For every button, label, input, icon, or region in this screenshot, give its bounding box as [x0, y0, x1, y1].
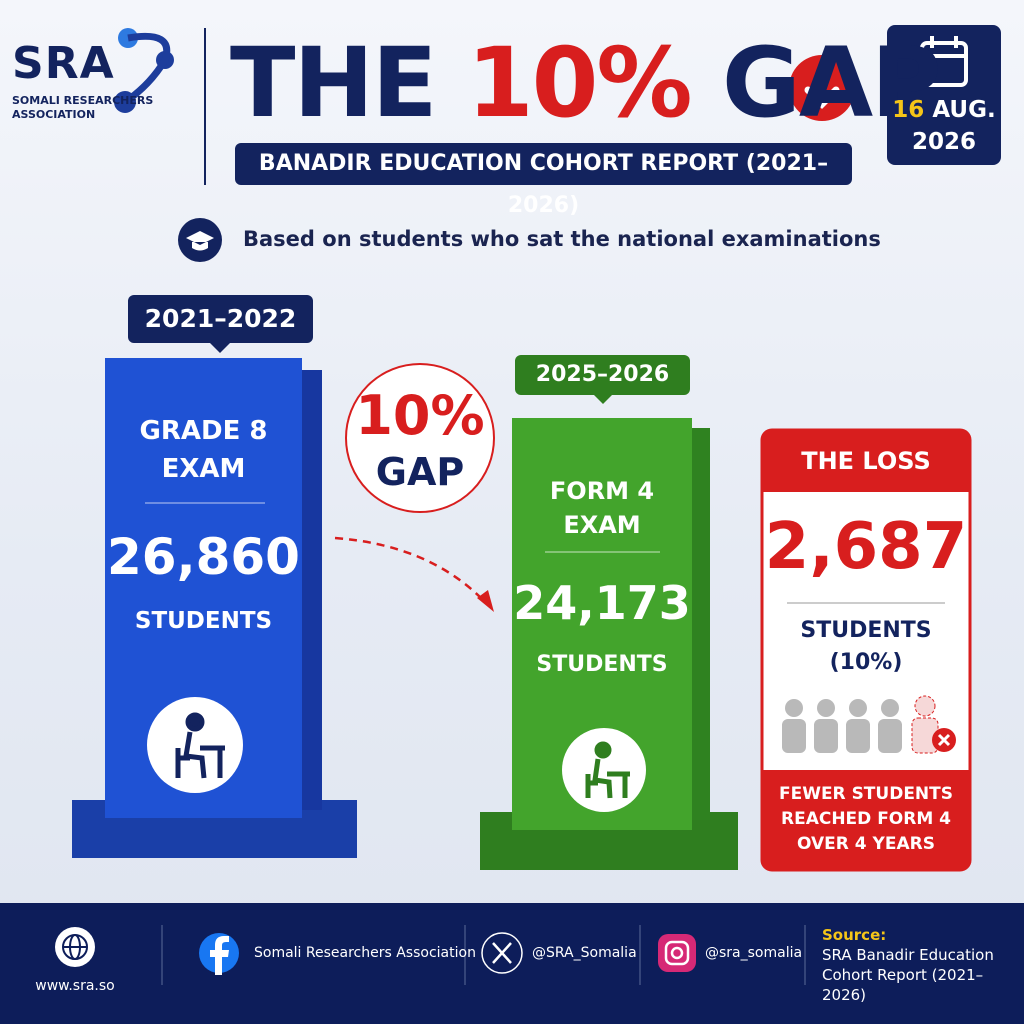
student-count: 24,173 — [513, 576, 691, 630]
date-box — [887, 25, 1001, 165]
date-day: 16 — [892, 97, 925, 123]
arrow-head — [477, 590, 494, 612]
title-highlight: 10% — [466, 27, 693, 139]
loss-caption: FEWER STUDENTS REACHED FORM 4 OVER 4 YEA… — [762, 782, 970, 857]
note: Based on students who sat the national e… — [243, 227, 881, 251]
source-label: Source: — [822, 926, 887, 944]
exam-line: FORM 4 — [549, 477, 655, 505]
tag-pointer — [594, 395, 612, 404]
people-icons — [782, 699, 902, 753]
exam-name: GRADE 8 EXAM — [105, 412, 302, 488]
loss-share: (10%) — [829, 650, 903, 675]
facebook-glyph — [210, 936, 229, 975]
flow-arrow — [334, 536, 486, 603]
loss-title: THE LOSS — [801, 447, 931, 475]
loss-unit-line: STUDENTS — [800, 618, 932, 643]
unit: STUDENTS — [536, 652, 668, 677]
student-icon — [147, 697, 243, 793]
footer-dividers — [161, 925, 806, 985]
calendar-icon — [920, 36, 968, 87]
main-title: THE 10% GAP — [230, 27, 941, 139]
desk-glyph — [175, 712, 225, 779]
logo-name-line: ASSOCIATION — [12, 108, 96, 121]
cap-glyph — [186, 231, 214, 251]
x-glyph — [492, 942, 512, 964]
source: Source: SRA Banadir Education Cohort Rep… — [822, 925, 1024, 1005]
tag-pointer — [210, 343, 230, 353]
exam-line: EXAM — [563, 511, 641, 539]
missing-student-icon — [911, 695, 956, 754]
gap-percent: 10% — [355, 384, 485, 447]
instagram-icon — [658, 934, 696, 972]
exam-name: FORM 4 EXAM — [512, 474, 692, 542]
student-count: 26,860 — [107, 528, 300, 586]
caption-line: FEWER STUDENTS — [778, 784, 954, 804]
instagram-glyph — [664, 940, 690, 966]
desk-glyph — [585, 741, 630, 799]
down-arrow-icon — [789, 55, 855, 121]
caption-line: OVER 4 YEARS — [797, 834, 935, 854]
unit: STUDENTS — [134, 608, 273, 634]
pillar-side — [690, 428, 710, 820]
period: 2025–2026 — [535, 362, 670, 387]
facebook-handle[interactable]: Somali Researchers Association — [254, 945, 476, 961]
source-line: Cohort Report (2021–2026) — [822, 966, 984, 1004]
logo-glyph — [114, 28, 174, 113]
logo-name-line: SOMALI RESEARCHERS — [12, 94, 154, 107]
loss-header — [762, 430, 970, 492]
loss-unit: STUDENTS (10%) — [762, 615, 970, 679]
period-tag — [128, 295, 313, 343]
caption-line: REACHED FORM 4 — [780, 809, 952, 829]
date-month: AUG. — [932, 97, 996, 123]
gap-label: GAP — [375, 450, 465, 494]
globe-glyph — [62, 934, 88, 960]
logo-mark: SRA — [12, 38, 115, 89]
x-handle[interactable]: @SRA_Somalia — [532, 945, 637, 961]
subtitle-box — [235, 143, 852, 185]
exam-line: GRADE 8 — [139, 416, 268, 446]
title-word: THE — [230, 27, 437, 139]
student-icon — [562, 728, 646, 812]
date: 16 AUG. 2026 — [887, 94, 1001, 158]
period-tag — [515, 355, 690, 395]
exam-line: EXAM — [161, 454, 246, 484]
loss-count: 2,687 — [764, 510, 968, 584]
source-line: SRA Banadir Education — [822, 946, 994, 964]
date-line: 16 AUG. — [887, 94, 1001, 126]
logo-name: SOMALI RESEARCHERS ASSOCIATION — [12, 94, 153, 122]
subtitle: BANADIR EDUCATION COHORT REPORT (2021–20… — [258, 151, 829, 218]
title-word: GAP — [722, 27, 941, 139]
pillar-side — [300, 370, 322, 810]
period: 2021–2022 — [144, 304, 297, 333]
date-year: 2026 — [911, 129, 976, 155]
gap-circle — [345, 363, 495, 513]
instagram-handle[interactable]: @sra_somalia — [705, 945, 803, 961]
website[interactable]: www.sra.so — [35, 978, 115, 994]
loss-footer — [762, 770, 970, 870]
